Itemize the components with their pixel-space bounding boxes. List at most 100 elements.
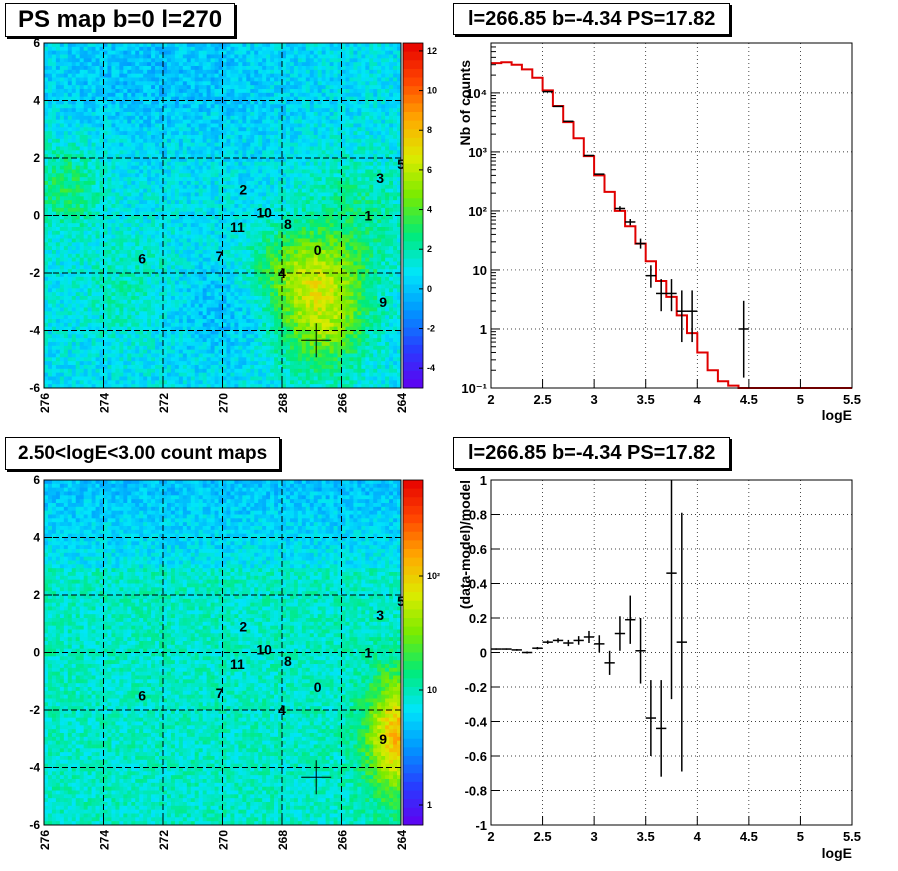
heatmap-cell	[202, 54, 207, 59]
heatmap-cell	[293, 73, 299, 78]
heatmap-cell	[71, 96, 77, 101]
heatmap-cell	[258, 219, 263, 224]
heatmap-cell	[333, 246, 338, 251]
heatmap-cell	[353, 207, 358, 213]
heatmap-cell	[285, 54, 291, 59]
heatmap-cell	[234, 46, 239, 52]
heatmap-cell	[385, 54, 390, 59]
heatmap-cell	[206, 66, 211, 71]
heatmap-cell	[103, 253, 108, 259]
heatmap-cell	[107, 77, 112, 82]
heatmap-cell	[329, 89, 334, 94]
heatmap-cell	[230, 135, 235, 140]
heatmap-cell	[250, 119, 255, 124]
heatmap-cell	[317, 234, 323, 239]
heatmap-cell	[198, 131, 204, 136]
heatmap-cell	[230, 81, 235, 86]
heatmap-cell	[258, 89, 263, 94]
heatmap-cell	[111, 230, 116, 236]
heatmap-cell	[155, 127, 160, 132]
heatmap-cell	[313, 50, 319, 55]
heatmap-cell	[59, 69, 65, 75]
heatmap-cell	[301, 234, 307, 239]
heatmap-cell	[385, 50, 390, 55]
heatmap-cell	[254, 108, 259, 113]
heatmap-cell	[119, 169, 124, 174]
heatmap-cell	[385, 43, 390, 48]
heatmap-cell	[123, 43, 128, 48]
heatmap-cell	[155, 142, 160, 147]
heatmap-cell	[151, 92, 156, 98]
heatmap-cell	[182, 223, 188, 228]
heatmap-cell	[127, 135, 132, 140]
heatmap-cell	[349, 238, 354, 243]
heatmap-cell	[325, 108, 330, 113]
heatmap-cell	[313, 108, 319, 113]
heatmap-cell	[353, 89, 358, 94]
heatmap-cell	[44, 54, 49, 59]
heatmap-cell	[361, 150, 366, 155]
heatmap-cell	[190, 81, 196, 86]
heatmap-cell	[135, 112, 140, 117]
heatmap-cell	[87, 123, 92, 128]
heatmap-cell	[309, 165, 315, 170]
heatmap-cell	[278, 207, 283, 213]
heatmap-cell	[210, 253, 215, 259]
heatmap-cell	[103, 250, 108, 255]
heatmap-cell	[143, 223, 148, 228]
heatmap-cell	[186, 200, 192, 205]
heatmap-cell	[143, 188, 148, 193]
heatmap-cell	[305, 161, 311, 167]
heatmap-cell	[234, 173, 239, 178]
heatmap-cell	[369, 246, 374, 251]
heatmap-cell	[174, 219, 180, 224]
heatmap-cell	[59, 77, 65, 82]
heatmap-cell	[377, 92, 382, 98]
heatmap-cell	[139, 50, 144, 55]
heatmap-cell	[186, 96, 192, 101]
heatmap-cell	[79, 188, 85, 193]
ps-map-title: PS map b=0 l=270	[5, 3, 236, 37]
heatmap-cell	[289, 173, 295, 178]
heatmap-cell	[210, 215, 215, 220]
heatmap-cell	[166, 62, 172, 67]
heatmap-cell	[75, 69, 81, 75]
heatmap-cell	[182, 115, 188, 121]
heatmap-cell	[75, 146, 81, 151]
heatmap-cell	[79, 112, 85, 117]
heatmap-cell	[341, 62, 346, 67]
heatmap-cell	[365, 234, 370, 239]
heatmap-cell	[79, 54, 85, 59]
heatmap-cell	[305, 112, 311, 117]
heatmap-cell	[159, 43, 164, 48]
heatmap-cell	[75, 234, 81, 239]
heatmap-cell	[44, 215, 49, 220]
heatmap-cell	[44, 161, 49, 167]
heatmap-cell	[103, 158, 108, 163]
heatmap-cell	[178, 43, 184, 48]
heatmap-cell	[151, 146, 156, 151]
heatmap-cell	[119, 230, 124, 236]
heatmap-cell	[182, 100, 188, 105]
heatmap-cell	[135, 177, 140, 182]
heatmap-cell	[341, 215, 346, 220]
heatmap-cell	[313, 188, 319, 193]
heatmap-cell	[51, 196, 57, 201]
heatmap-cell	[155, 50, 160, 55]
heatmap-cell	[210, 66, 215, 71]
heatmap-cell	[305, 115, 311, 121]
heatmap-cell	[127, 207, 132, 213]
heatmap-cell	[317, 73, 323, 78]
heatmap-cell	[317, 77, 323, 82]
heatmap-cell	[119, 81, 124, 86]
heatmap-cell	[119, 138, 124, 144]
heatmap-cell	[166, 158, 172, 163]
heatmap-cell	[297, 58, 303, 63]
heatmap-cell	[301, 200, 307, 205]
heatmap-cell	[230, 108, 235, 113]
heatmap-cell	[385, 119, 390, 124]
heatmap-cell	[266, 138, 271, 144]
heatmap-cell	[289, 165, 295, 170]
heatmap-cell	[55, 234, 61, 239]
heatmap-cell	[258, 92, 263, 98]
